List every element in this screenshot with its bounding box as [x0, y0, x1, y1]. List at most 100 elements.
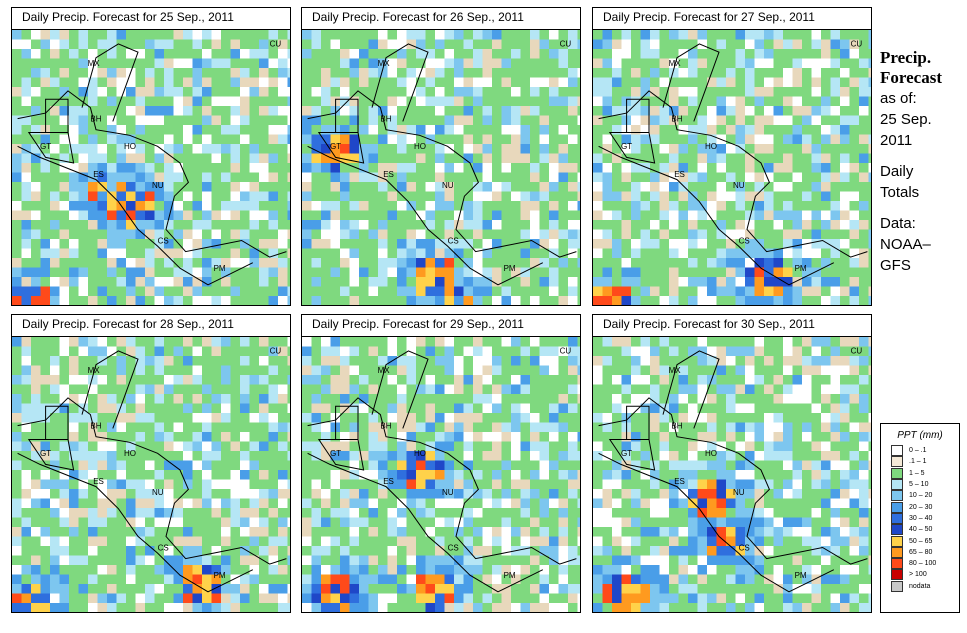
- precip-cell: [240, 555, 250, 566]
- precip-cell: [792, 413, 803, 423]
- precip-cell: [444, 49, 455, 59]
- precip-cell: [821, 77, 831, 88]
- precip-cell: [164, 68, 174, 78]
- precip-cell: [173, 172, 184, 183]
- precip-cell: [678, 210, 689, 221]
- precip-cell: [821, 96, 831, 107]
- precip-cell: [577, 267, 580, 278]
- precip-cell: [435, 58, 445, 69]
- precip-cell: [192, 77, 203, 88]
- precip-cell: [221, 517, 231, 528]
- precip-cell: [21, 394, 32, 404]
- precip-cell: [669, 39, 679, 50]
- precip-cell: [126, 306, 136, 307]
- precip-cell: [259, 603, 269, 612]
- precip-cell: [764, 163, 774, 173]
- precip-cell: [349, 296, 360, 305]
- precip-cell: [539, 574, 550, 585]
- precip-cell: [859, 134, 869, 145]
- precip-cell: [21, 565, 32, 575]
- precip-cell: [602, 267, 613, 278]
- forecast-panel: Daily Precip. Forecast for 28 Sep., 2011…: [11, 314, 291, 613]
- precip-cell: [678, 277, 689, 287]
- precip-cell: [577, 441, 580, 452]
- precip-cell: [192, 68, 203, 78]
- precip-cell: [558, 584, 569, 594]
- precip-cell: [240, 470, 250, 480]
- precip-cell: [802, 49, 812, 59]
- precip-cell: [387, 470, 398, 480]
- precip-cell: [406, 451, 417, 461]
- precip-cell: [650, 49, 660, 59]
- precip-cell: [69, 229, 79, 240]
- precip-cell: [173, 375, 184, 385]
- precip-cell: [435, 394, 445, 404]
- precip-cell: [192, 555, 203, 566]
- precip-cell: [302, 546, 312, 556]
- precip-cell: [40, 384, 51, 395]
- precip-cell: [520, 182, 531, 192]
- precip-cell: [568, 77, 578, 88]
- precip-cell: [530, 375, 540, 385]
- precip-cell: [640, 296, 651, 305]
- precip-cell: [183, 296, 193, 305]
- precip-cell: [612, 144, 622, 154]
- precip-cell: [240, 508, 250, 518]
- precip-cell: [425, 30, 436, 40]
- precip-cell: [568, 191, 578, 202]
- precip-cell: [755, 306, 765, 307]
- precip-cell: [530, 239, 540, 249]
- precip-cell: [145, 296, 155, 305]
- precip-cell: [50, 470, 60, 480]
- precip-cell: [716, 210, 727, 221]
- precip-cell: [707, 306, 717, 307]
- precip-cell: [425, 201, 436, 211]
- precip-cell: [577, 49, 580, 59]
- precip-cell: [50, 593, 60, 604]
- precip-cell: [368, 422, 379, 433]
- precip-cell: [259, 144, 269, 154]
- precip-cell: [116, 337, 127, 347]
- precip-cell: [530, 39, 540, 50]
- precip-cell: [726, 229, 736, 240]
- precip-cell: [764, 30, 774, 40]
- precip-cell: [340, 413, 350, 423]
- precip-cell: [136, 613, 146, 614]
- precip-cell: [650, 375, 660, 385]
- precip-cell: [31, 163, 41, 173]
- precip-cell: [859, 375, 869, 385]
- precip-cell: [340, 125, 350, 135]
- precip-cell: [88, 277, 98, 287]
- precip-cell: [259, 182, 269, 192]
- precip-cell: [154, 460, 165, 471]
- precip-cell: [268, 286, 279, 297]
- precip-cell: [12, 106, 22, 116]
- precip-cell: [69, 479, 79, 490]
- precip-cell: [349, 68, 360, 78]
- precip-cell: [821, 172, 831, 183]
- precip-cell: [688, 144, 698, 154]
- precip-cell: [192, 49, 203, 59]
- precip-cell: [511, 413, 521, 423]
- precip-cell: [492, 87, 502, 97]
- precip-cell: [754, 144, 765, 154]
- precip-cell: [577, 248, 580, 259]
- precip-cell: [97, 77, 108, 88]
- precip-cell: [697, 296, 708, 305]
- precip-cell: [577, 87, 580, 97]
- precip-cell: [482, 87, 493, 97]
- precip-cell: [21, 267, 32, 278]
- precip-cell: [792, 384, 803, 395]
- precip-cell: [97, 153, 108, 164]
- precip-cell: [473, 96, 483, 107]
- precip-cell: [621, 248, 632, 259]
- precip-cell: [302, 229, 312, 240]
- precip-cell: [107, 403, 117, 414]
- precip-cell: [463, 115, 474, 126]
- precip-cell: [754, 153, 765, 164]
- precip-cell: [811, 267, 822, 278]
- precip-cell: [387, 58, 398, 69]
- precip-cell: [463, 498, 474, 509]
- precip-cell: [21, 286, 32, 297]
- precip-cell: [482, 508, 493, 518]
